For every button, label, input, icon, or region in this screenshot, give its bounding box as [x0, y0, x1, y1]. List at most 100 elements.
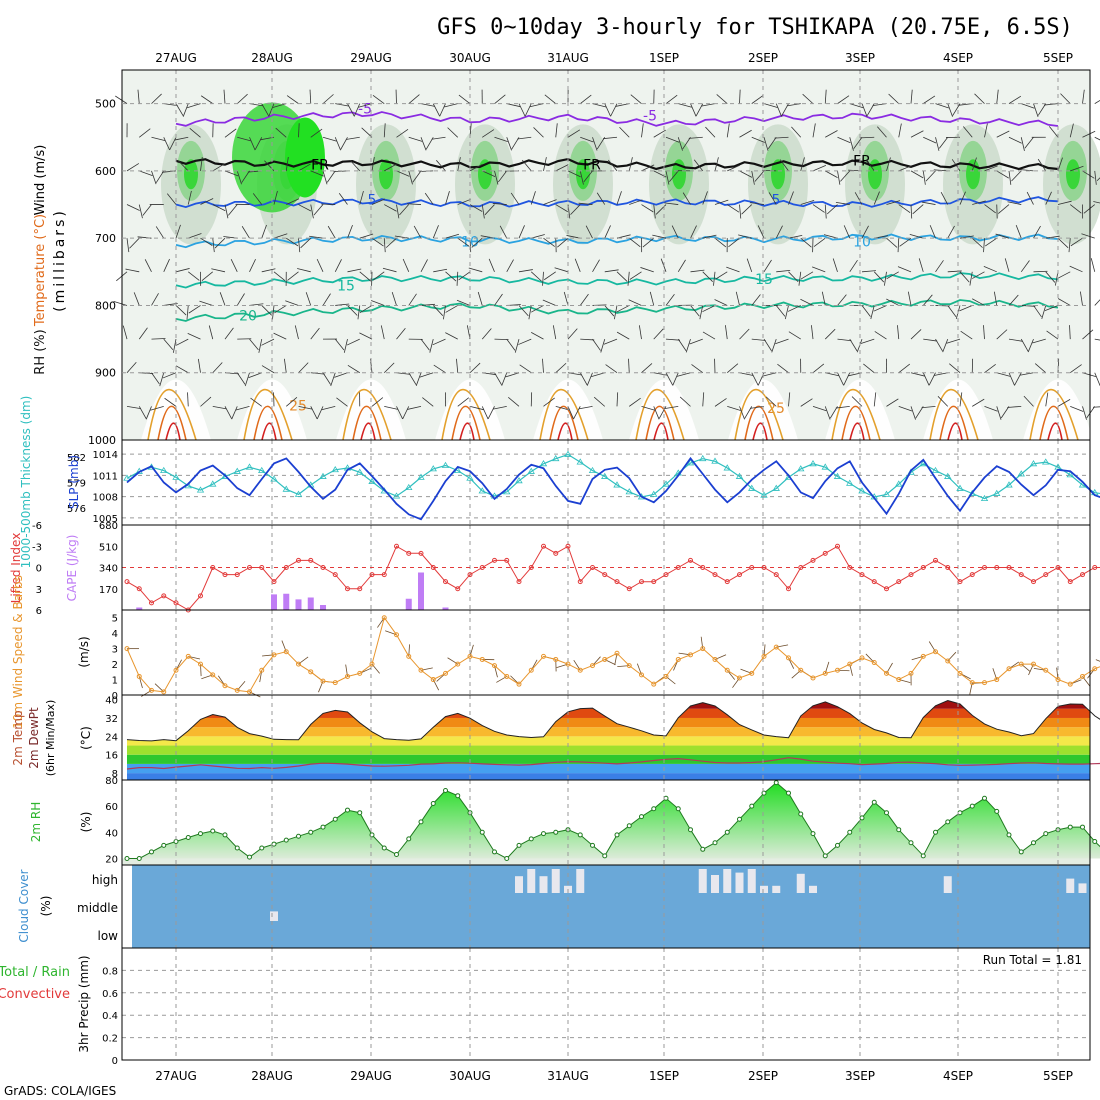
wind-barb [677, 259, 686, 273]
thickness-point [160, 466, 168, 473]
rh-point [1067, 824, 1073, 830]
wind-barb [972, 398, 985, 407]
rh-point [712, 840, 718, 846]
wind-point [712, 656, 718, 662]
li-point [259, 565, 265, 570]
li-tick-label: 6 [36, 606, 42, 617]
wind-barb [910, 170, 924, 179]
rh-point [320, 824, 326, 830]
precip-units: 3hr Precip (mm) [77, 955, 91, 1052]
temp-units: (°C) [79, 726, 93, 750]
thickness-tick-label: 582 [67, 453, 86, 464]
li-point [712, 572, 718, 578]
rh-point [626, 823, 632, 829]
wind-point [173, 667, 179, 673]
wind-barb [605, 364, 618, 374]
temp-tick-label: 16 [105, 751, 118, 762]
wind-barb [702, 305, 716, 313]
wind-barb [272, 103, 287, 108]
top-date-axis: 27AUG 28AUG 29AUG 30AUG 31AUG 1SEP 2SEP 3SEP 4SE… [155, 51, 1073, 65]
wind-point [761, 653, 767, 659]
wind-barb [1008, 372, 1015, 386]
wind-barb [457, 198, 471, 205]
li-point [173, 600, 179, 606]
wind-barb [188, 305, 201, 314]
wind-point [247, 689, 252, 695]
wind-barb [488, 258, 495, 272]
wind-barb [420, 137, 427, 151]
rh-point [553, 829, 559, 835]
wind-barb [138, 406, 147, 419]
wind-barb [212, 362, 223, 373]
wind-barb [751, 95, 764, 104]
wind-point [259, 667, 265, 673]
wind-barb [921, 201, 936, 205]
wind-barb [974, 93, 985, 104]
wind-barb [1027, 338, 1034, 353]
wind-barb [1007, 405, 1022, 408]
wind-barb [653, 328, 664, 340]
wind-barb [800, 298, 814, 306]
wind-barb [371, 157, 375, 171]
temp-tick-label: 8 [112, 769, 118, 780]
wind-point [479, 656, 485, 662]
wind-point [467, 653, 473, 659]
wind-point [455, 661, 461, 667]
wind-barb [200, 95, 213, 104]
wind-barb [947, 305, 957, 317]
li-point [982, 565, 987, 570]
wind-barb [275, 127, 287, 138]
thickness-point [1005, 481, 1013, 488]
rh-point [198, 831, 203, 837]
wind-barb [252, 193, 263, 205]
rh-point [528, 836, 534, 842]
rh-point [479, 829, 485, 835]
wind-barb [983, 266, 997, 273]
cloud-legend-label: Cloud Cover [17, 869, 31, 942]
wind-barb [592, 137, 598, 151]
wind-barb [649, 291, 655, 306]
wind-barb [776, 269, 791, 273]
thickness-point [245, 463, 254, 470]
cape-tick-label: 170 [99, 585, 118, 596]
thickness-point [821, 463, 829, 470]
wind-barb [359, 271, 371, 282]
wind-barb [583, 170, 593, 183]
isotherm-35 [752, 422, 768, 441]
wind-barb [555, 204, 568, 213]
wind-point [626, 663, 632, 669]
wind-barb [126, 362, 137, 373]
wind-barb [300, 237, 312, 249]
li-point [749, 565, 755, 570]
wind-barb [431, 136, 446, 140]
wind-barb [445, 191, 450, 205]
li-point [504, 557, 510, 563]
temp-band [127, 754, 1090, 764]
cape-bar [320, 605, 326, 610]
wind-barb [212, 204, 226, 212]
rh-point [516, 842, 522, 848]
wind-barb [347, 103, 355, 117]
wind-barb [1082, 372, 1097, 377]
wind-barb [946, 338, 961, 344]
rh-point [406, 836, 412, 842]
cloud-bar [711, 875, 719, 893]
isotherm-30 [451, 405, 481, 441]
wind-barb [298, 163, 311, 172]
wind-barb [201, 271, 214, 281]
wind-point [847, 661, 853, 667]
wind-point [859, 655, 865, 661]
wind-barb [653, 406, 660, 420]
rh-point [884, 810, 889, 816]
wind-barb [959, 271, 970, 283]
wind-barb [164, 397, 177, 407]
thickness-point [392, 492, 401, 499]
wind-barb [984, 204, 996, 214]
temp-legend-3: (6hr Min/Max) [44, 700, 57, 777]
wind-barb [469, 362, 481, 374]
wind-barb [596, 192, 606, 205]
wind-barb [837, 170, 841, 185]
wind-barb [518, 225, 525, 239]
li-point [418, 550, 424, 556]
cloud-bar [796, 873, 805, 893]
